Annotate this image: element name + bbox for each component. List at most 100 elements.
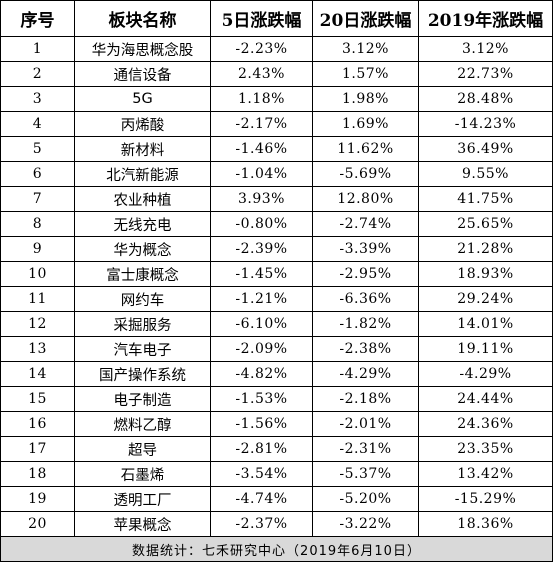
change-2019: 21.28% xyxy=(418,236,553,262)
sector-name: 汽车电子 xyxy=(74,336,211,362)
row-index: 10 xyxy=(0,261,75,287)
sector-name: 苹果概念 xyxy=(74,511,211,537)
change-2019: 25.65% xyxy=(418,211,553,237)
change-2019: 23.35% xyxy=(418,436,553,462)
row-index: 2 xyxy=(0,61,75,87)
change-2019: 24.36% xyxy=(418,411,553,437)
row-index: 14 xyxy=(0,361,75,387)
change-20day: -2.18% xyxy=(312,386,419,412)
sector-name: 北汽新能源 xyxy=(74,161,211,187)
table-row: 19 透明工厂 -4.74% -5.20% -15.29% xyxy=(0,486,553,512)
change-20day: -3.39% xyxy=(312,236,419,262)
table-row: 4 丙烯酸 -2.17% 1.69% -14.23% xyxy=(0,111,553,137)
change-5day: -4.74% xyxy=(210,486,313,512)
header-20day-change: 20日涨跌幅 xyxy=(312,0,419,37)
change-5day: -2.23% xyxy=(210,36,313,62)
sector-name: 超导 xyxy=(74,436,211,462)
table-row: 13 汽车电子 -2.09% -2.38% 19.11% xyxy=(0,336,553,362)
sector-name: 5G xyxy=(74,86,211,112)
sector-name: 网约车 xyxy=(74,286,211,312)
change-2019: -4.29% xyxy=(418,361,553,387)
sector-name: 农业种植 xyxy=(74,186,211,212)
change-20day: 12.80% xyxy=(312,186,419,212)
change-5day: -2.37% xyxy=(210,511,313,537)
table-row: 12 采掘服务 -6.10% -1.82% 14.01% xyxy=(0,311,553,337)
change-20day: 3.12% xyxy=(312,36,419,62)
change-20day: -4.29% xyxy=(312,361,419,387)
sector-name: 富士康概念 xyxy=(74,261,211,287)
change-20day: -5.37% xyxy=(312,461,419,487)
sector-name: 采掘服务 xyxy=(74,311,211,337)
header-5day-change: 5日涨跌幅 xyxy=(210,0,313,37)
change-20day: -2.95% xyxy=(312,261,419,287)
change-5day: -2.81% xyxy=(210,436,313,462)
row-index: 13 xyxy=(0,336,75,362)
row-index: 8 xyxy=(0,211,75,237)
table-row: 1 华为海思概念股 -2.23% 3.12% 3.12% xyxy=(0,36,553,62)
header-2019-change: 2019年涨跌幅 xyxy=(418,0,553,37)
table-row: 17 超导 -2.81% -2.31% 23.35% xyxy=(0,436,553,462)
change-20day: 11.62% xyxy=(312,136,419,162)
table-row: 8 无线充电 -0.80% -2.74% 25.65% xyxy=(0,211,553,237)
change-2019: 9.55% xyxy=(418,161,553,187)
change-2019: 22.73% xyxy=(418,61,553,87)
change-2019: 18.36% xyxy=(418,511,553,537)
row-index: 4 xyxy=(0,111,75,137)
sector-name: 丙烯酸 xyxy=(74,111,211,137)
change-20day: -5.20% xyxy=(312,486,419,512)
sector-name: 通信设备 xyxy=(74,61,211,87)
table-row: 2 通信设备 2.43% 1.57% 22.73% xyxy=(0,61,553,87)
row-index: 12 xyxy=(0,311,75,337)
change-2019: -14.23% xyxy=(418,111,553,137)
row-index: 18 xyxy=(0,461,75,487)
sector-name: 石墨烯 xyxy=(74,461,211,487)
change-20day: 1.98% xyxy=(312,86,419,112)
change-5day: -1.45% xyxy=(210,261,313,287)
change-20day: -1.82% xyxy=(312,311,419,337)
row-index: 9 xyxy=(0,236,75,262)
change-5day: -2.17% xyxy=(210,111,313,137)
change-20day: -5.69% xyxy=(312,161,419,187)
change-2019: 3.12% xyxy=(418,36,553,62)
change-5day: -3.54% xyxy=(210,461,313,487)
change-2019: 13.42% xyxy=(418,461,553,487)
change-5day: -2.39% xyxy=(210,236,313,262)
change-5day: 2.43% xyxy=(210,61,313,87)
change-5day: -6.10% xyxy=(210,311,313,337)
table-row: 9 华为概念 -2.39% -3.39% 21.28% xyxy=(0,236,553,262)
table-row: 15 电子制造 -1.53% -2.18% 24.44% xyxy=(0,386,553,412)
row-index: 6 xyxy=(0,161,75,187)
change-2019: 19.11% xyxy=(418,336,553,362)
change-5day: -1.53% xyxy=(210,386,313,412)
change-20day: -3.22% xyxy=(312,511,419,537)
sector-name: 燃料乙醇 xyxy=(74,411,211,437)
change-20day: -6.36% xyxy=(312,286,419,312)
change-2019: 41.75% xyxy=(418,186,553,212)
change-5day: 1.18% xyxy=(210,86,313,112)
change-20day: -2.01% xyxy=(312,411,419,437)
change-20day: -2.31% xyxy=(312,436,419,462)
sector-name: 透明工厂 xyxy=(74,486,211,512)
table-row: 11 网约车 -1.21% -6.36% 29.24% xyxy=(0,286,553,312)
row-index: 16 xyxy=(0,411,75,437)
table-row: 16 燃料乙醇 -1.56% -2.01% 24.36% xyxy=(0,411,553,437)
change-5day: -1.56% xyxy=(210,411,313,437)
row-index: 15 xyxy=(0,386,75,412)
change-2019: 18.93% xyxy=(418,261,553,287)
change-5day: -1.46% xyxy=(210,136,313,162)
change-20day: 1.69% xyxy=(312,111,419,137)
sector-name: 华为海思概念股 xyxy=(74,36,211,62)
sector-name: 无线充电 xyxy=(74,211,211,237)
change-2019: 24.44% xyxy=(418,386,553,412)
header-row: 序号 板块名称 5日涨跌幅 20日涨跌幅 2019年涨跌幅 xyxy=(0,0,553,37)
change-5day: -1.04% xyxy=(210,161,313,187)
table-row: 3 5G 1.18% 1.98% 28.48% xyxy=(0,86,553,112)
change-5day: 3.93% xyxy=(210,186,313,212)
change-5day: -2.09% xyxy=(210,336,313,362)
table-row: 18 石墨烯 -3.54% -5.37% 13.42% xyxy=(0,461,553,487)
row-index: 19 xyxy=(0,486,75,512)
table-row: 20 苹果概念 -2.37% -3.22% 18.36% xyxy=(0,511,553,537)
change-20day: -2.74% xyxy=(312,211,419,237)
header-index: 序号 xyxy=(0,0,75,37)
